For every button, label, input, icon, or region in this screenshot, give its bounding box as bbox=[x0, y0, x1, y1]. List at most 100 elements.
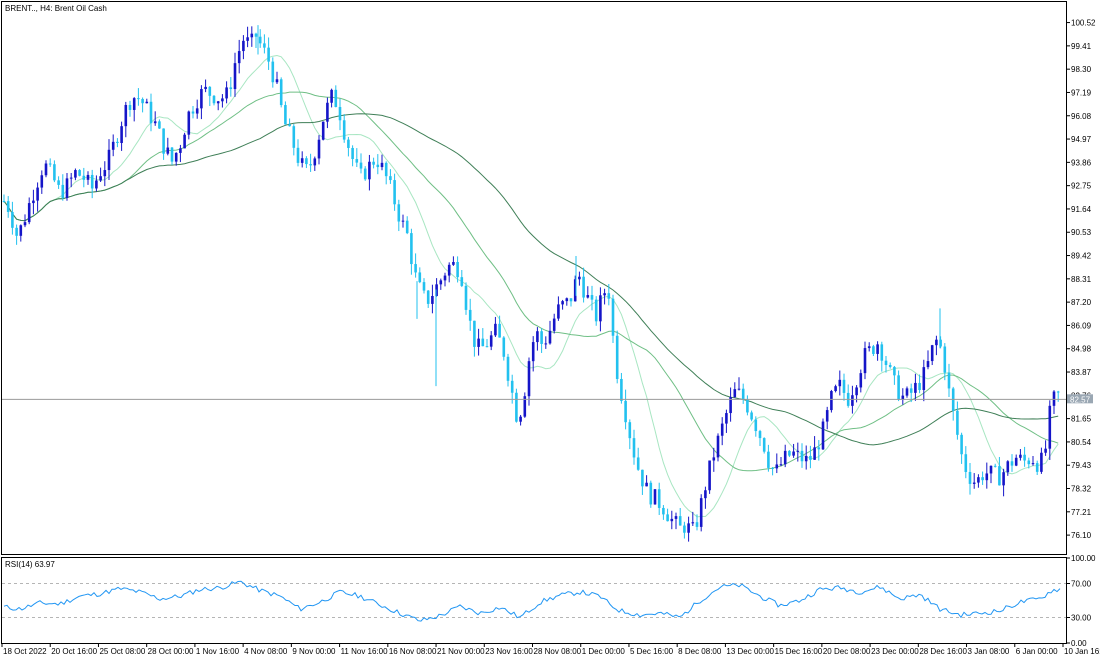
candle-body bbox=[838, 379, 842, 387]
price-tick-label: 80.54 bbox=[1071, 438, 1092, 447]
price-tick-label: 89.42 bbox=[1071, 252, 1092, 261]
candle-body bbox=[779, 464, 783, 466]
candle-body bbox=[393, 180, 396, 205]
candle-body bbox=[477, 338, 480, 347]
candle-body bbox=[754, 419, 758, 432]
candle-body bbox=[351, 147, 354, 160]
price-tick-label: 92.75 bbox=[1071, 182, 1092, 191]
candle-body bbox=[342, 120, 346, 140]
candle-body bbox=[485, 346, 489, 348]
candle-body bbox=[737, 388, 741, 390]
candle-body bbox=[292, 126, 296, 148]
candle-body bbox=[191, 111, 195, 114]
candle-body bbox=[670, 518, 674, 522]
candle-body bbox=[552, 318, 556, 331]
time-tick-label: 21 Nov 00:00 bbox=[437, 647, 485, 656]
time-tick-label: 10 Jan 16:00 bbox=[1064, 647, 1100, 656]
candle-body bbox=[825, 410, 829, 422]
candle-body bbox=[317, 139, 321, 159]
candle-body bbox=[943, 346, 947, 373]
candle-body bbox=[359, 162, 363, 169]
candle-body bbox=[788, 450, 791, 456]
time-tick-label: 13 Dec 00:00 bbox=[726, 647, 774, 656]
candle-body bbox=[288, 124, 291, 127]
time-tick-label: 5 Dec 16:00 bbox=[630, 647, 674, 656]
time-tick-label: 1 Nov 16:00 bbox=[196, 647, 240, 656]
candle-body bbox=[426, 290, 430, 304]
candle-body bbox=[389, 176, 392, 181]
candle-body bbox=[989, 465, 993, 474]
time-tick-label: 28 Dec 16:00 bbox=[919, 647, 967, 656]
price-tick-label: 94.97 bbox=[1071, 135, 1092, 144]
candle-body bbox=[1040, 452, 1043, 472]
price-tick-label: 91.64 bbox=[1071, 205, 1092, 214]
candle-body bbox=[977, 477, 980, 483]
candle-body bbox=[267, 47, 270, 62]
candle-body bbox=[641, 469, 644, 487]
candle-body bbox=[716, 435, 720, 458]
candle-body bbox=[305, 158, 308, 165]
candle-body bbox=[90, 174, 94, 189]
candle-body bbox=[666, 514, 669, 522]
candle-body bbox=[321, 121, 325, 140]
candle-body bbox=[246, 37, 249, 41]
candle-body bbox=[401, 220, 405, 222]
ma-fast-line bbox=[3, 54, 1059, 518]
main-panel bbox=[1, 1, 1067, 555]
price-tick-label: 90.53 bbox=[1071, 228, 1092, 237]
time-tick-label: 20 Oct 16:00 bbox=[51, 647, 97, 656]
price-tick-label: 93.86 bbox=[1071, 158, 1092, 167]
candle-body bbox=[229, 87, 233, 90]
candle-body bbox=[456, 261, 459, 278]
candle-body bbox=[762, 438, 766, 452]
price-tick-label: 97.19 bbox=[1071, 88, 1092, 97]
time-tick-label: 23 Dec 00:00 bbox=[871, 647, 919, 656]
candle-body bbox=[956, 410, 959, 435]
candle-body bbox=[2, 200, 6, 202]
candle-body bbox=[628, 422, 632, 439]
candle-body bbox=[523, 396, 527, 417]
candle-body bbox=[61, 184, 65, 198]
candle-body bbox=[200, 89, 203, 109]
candle-body bbox=[855, 387, 858, 396]
time-tick-label: 6 Jan 00:00 bbox=[1016, 647, 1058, 656]
time-tick-label: 23 Nov 16:00 bbox=[485, 647, 533, 656]
candle-body bbox=[82, 175, 86, 180]
candle-body bbox=[599, 295, 602, 322]
candle-body bbox=[653, 489, 657, 505]
price-tick-label: 77.21 bbox=[1071, 508, 1092, 517]
candle-body bbox=[922, 367, 926, 391]
candle-body bbox=[914, 382, 917, 393]
candle-body bbox=[431, 296, 434, 304]
candle-body bbox=[662, 507, 665, 515]
candle-body bbox=[893, 366, 896, 376]
candle-body bbox=[279, 79, 283, 106]
candle-body bbox=[204, 86, 207, 90]
candle-body bbox=[78, 170, 81, 176]
candle-body bbox=[502, 337, 506, 357]
candle-body bbox=[40, 175, 44, 188]
candle-body bbox=[309, 164, 312, 166]
candle-body bbox=[506, 356, 510, 381]
candle-body bbox=[813, 447, 816, 460]
candle-body bbox=[212, 95, 216, 104]
candle-body bbox=[57, 180, 60, 185]
rsi-line bbox=[3, 580, 1061, 622]
candle-body bbox=[1002, 472, 1005, 486]
price-tick-label: 84.98 bbox=[1071, 345, 1092, 354]
candle-body bbox=[443, 275, 447, 281]
candle-body bbox=[720, 423, 724, 436]
candle-body bbox=[775, 464, 779, 469]
candle-body bbox=[1010, 461, 1014, 466]
candle-body bbox=[65, 178, 69, 198]
candle-body bbox=[284, 105, 287, 125]
candle-body bbox=[376, 164, 380, 168]
candle-body bbox=[489, 335, 493, 347]
candle-body bbox=[872, 346, 875, 354]
time-tick-label: 9 Nov 00:00 bbox=[292, 647, 336, 656]
candle-body bbox=[153, 121, 157, 124]
candle-body bbox=[313, 158, 317, 166]
candle-body bbox=[993, 465, 997, 467]
